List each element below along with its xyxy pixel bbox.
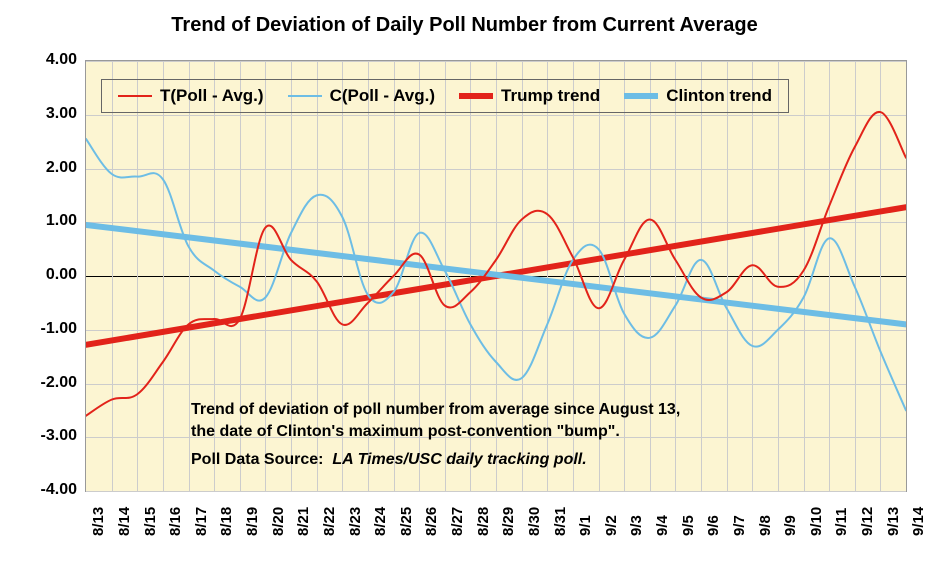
x-tick-label: 8/31 (552, 507, 569, 536)
x-tick-label: 8/23 (347, 507, 364, 536)
legend-item: Clinton trend (624, 86, 772, 106)
y-tick-label: -4.00 (27, 481, 77, 499)
x-tick-label: 8/25 (398, 507, 415, 536)
x-tick-label: 8/19 (244, 507, 261, 536)
x-tick-label: 9/4 (654, 515, 671, 536)
y-tick-label: 0.00 (27, 266, 77, 284)
trump-poll-line (86, 112, 906, 416)
y-tick-label: -2.00 (27, 374, 77, 392)
x-tick-label: 9/5 (680, 515, 697, 536)
chart-title: Trend of Deviation of Daily Poll Number … (0, 14, 929, 37)
y-tick-label: -1.00 (27, 320, 77, 338)
x-tick-label: 8/18 (218, 507, 235, 536)
x-tick-label: 8/14 (116, 507, 133, 536)
x-tick-label: 8/15 (142, 507, 159, 536)
legend-item: T(Poll - Avg.) (118, 86, 264, 106)
legend-item: C(Poll - Avg.) (288, 86, 435, 106)
caption-text: Trend of deviation of poll number from a… (191, 399, 680, 442)
x-tick-label: 9/14 (910, 507, 927, 536)
x-tick-label: 9/1 (577, 515, 594, 536)
x-tick-label: 8/29 (500, 507, 517, 536)
legend-label: C(Poll - Avg.) (330, 86, 435, 106)
x-tick-label: 8/30 (526, 507, 543, 536)
x-tick-label: 9/9 (782, 515, 799, 536)
caption-source-value-text: LA Times/USC daily tracking poll. (332, 451, 586, 468)
caption-source: Poll Data Source: LA Times/USC daily tra… (191, 449, 587, 471)
y-tick-label: -3.00 (27, 427, 77, 445)
legend: T(Poll - Avg.) C(Poll - Avg.) Trump trend C… (101, 79, 789, 113)
y-tick-label: 2.00 (27, 159, 77, 177)
legend-label: T(Poll - Avg.) (160, 86, 264, 106)
legend-swatch (118, 95, 152, 97)
x-tick-label: 9/7 (731, 515, 748, 536)
y-tick-label: 3.00 (27, 105, 77, 123)
legend-swatch (288, 95, 322, 97)
legend-label: Clinton trend (666, 86, 772, 106)
x-tick-label: 8/17 (193, 507, 210, 536)
x-tick-label: 8/28 (475, 507, 492, 536)
caption-source-label: Poll Data Source: (191, 451, 323, 468)
x-tick-label: 8/27 (449, 507, 466, 536)
clinton-trend-line (86, 225, 906, 324)
x-tick-label: 8/20 (270, 507, 287, 536)
chart-container: Trend of Deviation of Daily Poll Number … (0, 0, 929, 576)
x-tick-label: 8/24 (372, 507, 389, 536)
legend-label: Trump trend (501, 86, 600, 106)
x-tick-label: 9/13 (885, 507, 902, 536)
x-tick-label: 8/21 (295, 507, 312, 536)
y-tick-label: 4.00 (27, 51, 77, 69)
x-tick-label: 8/16 (167, 507, 184, 536)
x-tick-label: 9/12 (859, 507, 876, 536)
x-tick-label: 8/22 (321, 507, 338, 536)
y-tick-label: 1.00 (27, 212, 77, 230)
caption-line-1: Trend of deviation of poll number from a… (191, 401, 680, 418)
plot-area: T(Poll - Avg.) C(Poll - Avg.) Trump trend C… (85, 60, 907, 492)
x-tick-label: 9/3 (628, 515, 645, 536)
caption-line-2: the date of Clinton's maximum post-conve… (191, 423, 620, 440)
legend-swatch (624, 93, 658, 99)
legend-swatch (459, 93, 493, 99)
x-tick-label: 9/11 (833, 508, 850, 536)
x-tick-label: 9/10 (808, 507, 825, 536)
x-tick-label: 9/2 (603, 515, 620, 536)
x-tick-label: 8/26 (423, 507, 440, 536)
x-tick-label: 8/13 (90, 507, 107, 536)
legend-item: Trump trend (459, 86, 600, 106)
x-tick-label: 9/8 (757, 515, 774, 536)
gridline-horizontal (86, 491, 906, 492)
x-tick-label: 9/6 (705, 515, 722, 536)
